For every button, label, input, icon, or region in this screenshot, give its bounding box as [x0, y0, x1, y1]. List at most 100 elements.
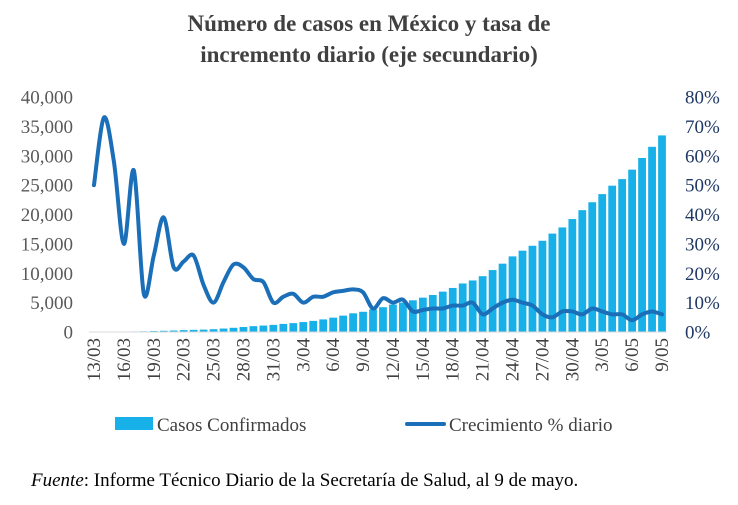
y-left-tick-label: 15,000	[21, 234, 73, 255]
y-left-tick-label: 20,000	[21, 205, 73, 226]
x-tick-label: 21/04	[473, 338, 494, 382]
line-series-crecimiento-diario	[91, 115, 665, 323]
x-tick-label: 24/04	[503, 338, 524, 382]
bar-30-03	[259, 325, 268, 332]
x-tick-label: 3/05	[592, 338, 613, 372]
y-right-tick-label: 40%	[685, 205, 720, 226]
bar-26-04	[528, 245, 537, 332]
bar-19-04	[458, 283, 467, 332]
chart-title: Número de casos en México y tasa de incr…	[0, 8, 738, 70]
bar-7-05	[638, 158, 646, 332]
legend-label-casos: Casos Confirmados	[157, 415, 306, 436]
x-tick-label: 16/03	[114, 338, 135, 381]
x-tick-label: 6/04	[323, 338, 344, 372]
bar-12-04	[389, 304, 397, 332]
y-right-tick-label: 60%	[685, 146, 720, 167]
bar-5-05	[618, 179, 627, 332]
y-right-tick-label: 30%	[685, 234, 720, 255]
bar-13-04	[399, 302, 407, 332]
y-left-tick-label: 30,000	[21, 146, 73, 167]
y-right-tick-label: 0%	[685, 323, 711, 344]
y-right-tick-label: 70%	[685, 117, 720, 138]
y-right-tick-label: 80%	[685, 88, 720, 109]
x-tick-label: 9/04	[353, 338, 374, 372]
bar-20-04	[468, 280, 477, 332]
x-tick-label: 6/05	[622, 338, 643, 372]
bar-21-04	[478, 276, 487, 332]
bar-30-04	[568, 219, 577, 332]
bar-5-04	[319, 319, 328, 332]
bar-29-03	[249, 326, 258, 332]
source-text: : Informe Técnico Diario de la Secretarí…	[83, 470, 579, 491]
bar-1-04	[279, 323, 288, 332]
x-tick-label: 9/05	[652, 338, 673, 372]
bar-31-03	[269, 324, 278, 332]
bar-9-05	[658, 135, 666, 332]
chart-title-line-2: incremento diario (eje secundario)	[200, 42, 538, 67]
y-axis-left-ticks: 0 5,000 10,000 15,000 20,000 25,000 30,000 35,0…	[21, 88, 73, 344]
bar-26-03	[219, 328, 228, 332]
bar-6-05	[628, 169, 636, 332]
bar-27-03	[229, 327, 238, 332]
y-right-tick-label: 50%	[685, 176, 720, 197]
legend: Casos Confirmados Crecimiento % diario	[115, 415, 613, 436]
x-tick-label: 19/03	[144, 338, 165, 381]
y-left-tick-label: 35,000	[21, 117, 73, 138]
line-crecimiento-diario	[91, 115, 665, 323]
bar-22-03	[179, 330, 188, 332]
bar-11-04	[379, 307, 387, 332]
bar-29-04	[558, 227, 567, 332]
y-right-tick-label: 10%	[685, 293, 720, 314]
bar-22-04	[488, 270, 497, 332]
bar-21-03	[169, 330, 178, 332]
bar-24-04	[508, 256, 517, 332]
bar-series-casos-confirmados	[90, 135, 666, 333]
bar-2-04	[289, 323, 298, 332]
y-axis-right-ticks: 0% 10% 20% 30% 40% 50% 60% 70% 80%	[685, 88, 720, 344]
bar-7-04	[339, 315, 347, 332]
bar-9-04	[359, 311, 367, 332]
bar-28-04	[548, 233, 557, 332]
x-tick-label: 27/04	[532, 338, 553, 382]
bar-17-04	[438, 291, 447, 332]
x-tick-label: 25/03	[204, 338, 225, 381]
source-label: Fuente	[31, 470, 84, 491]
bar-6-04	[329, 317, 338, 332]
y-left-tick-label: 5,000	[30, 293, 73, 314]
bar-23-04	[498, 263, 507, 332]
bar-20-03	[159, 330, 168, 332]
bar-4-04	[309, 320, 318, 332]
y-left-tick-label: 0	[64, 323, 74, 344]
bar-27-04	[538, 240, 547, 332]
x-tick-label: 18/04	[443, 338, 464, 382]
chart-title-line-1: Número de casos en México y tasa de	[187, 11, 551, 36]
y-right-tick-label: 20%	[685, 264, 720, 285]
x-tick-label: 31/03	[263, 338, 284, 381]
x-tick-label: 12/04	[383, 338, 404, 382]
source-note: Fuente: Informe Técnico Diario de la Sec…	[31, 470, 578, 492]
legend-bar-swatch	[115, 417, 153, 430]
bar-1-05	[578, 210, 587, 332]
bar-25-04	[518, 250, 527, 332]
x-tick-label: 13/03	[84, 338, 105, 381]
y-left-tick-label: 25,000	[21, 176, 73, 197]
bar-24-03	[199, 329, 208, 332]
bar-10-04	[369, 309, 377, 332]
x-tick-label: 28/03	[233, 338, 254, 381]
y-left-tick-label: 10,000	[21, 264, 73, 285]
bar-3-04	[299, 322, 308, 332]
bar-25-03	[209, 329, 218, 332]
bar-16-04	[428, 295, 437, 332]
bar-8-04	[349, 313, 357, 332]
bar-18-04	[448, 287, 457, 332]
bar-3-05	[598, 194, 607, 332]
bar-2-05	[588, 202, 597, 332]
x-tick-label: 15/04	[413, 338, 434, 382]
y-left-tick-label: 40,000	[21, 88, 73, 109]
x-tick-label: 3/04	[293, 338, 314, 372]
legend-label-crecimiento: Crecimiento % diario	[449, 415, 613, 436]
x-axis-ticks: 13/03 16/03 19/03 22/03 25/03 28/03 31/03 3/04 6…	[84, 338, 673, 382]
bar-28-03	[239, 327, 248, 332]
bar-8-05	[648, 146, 656, 332]
